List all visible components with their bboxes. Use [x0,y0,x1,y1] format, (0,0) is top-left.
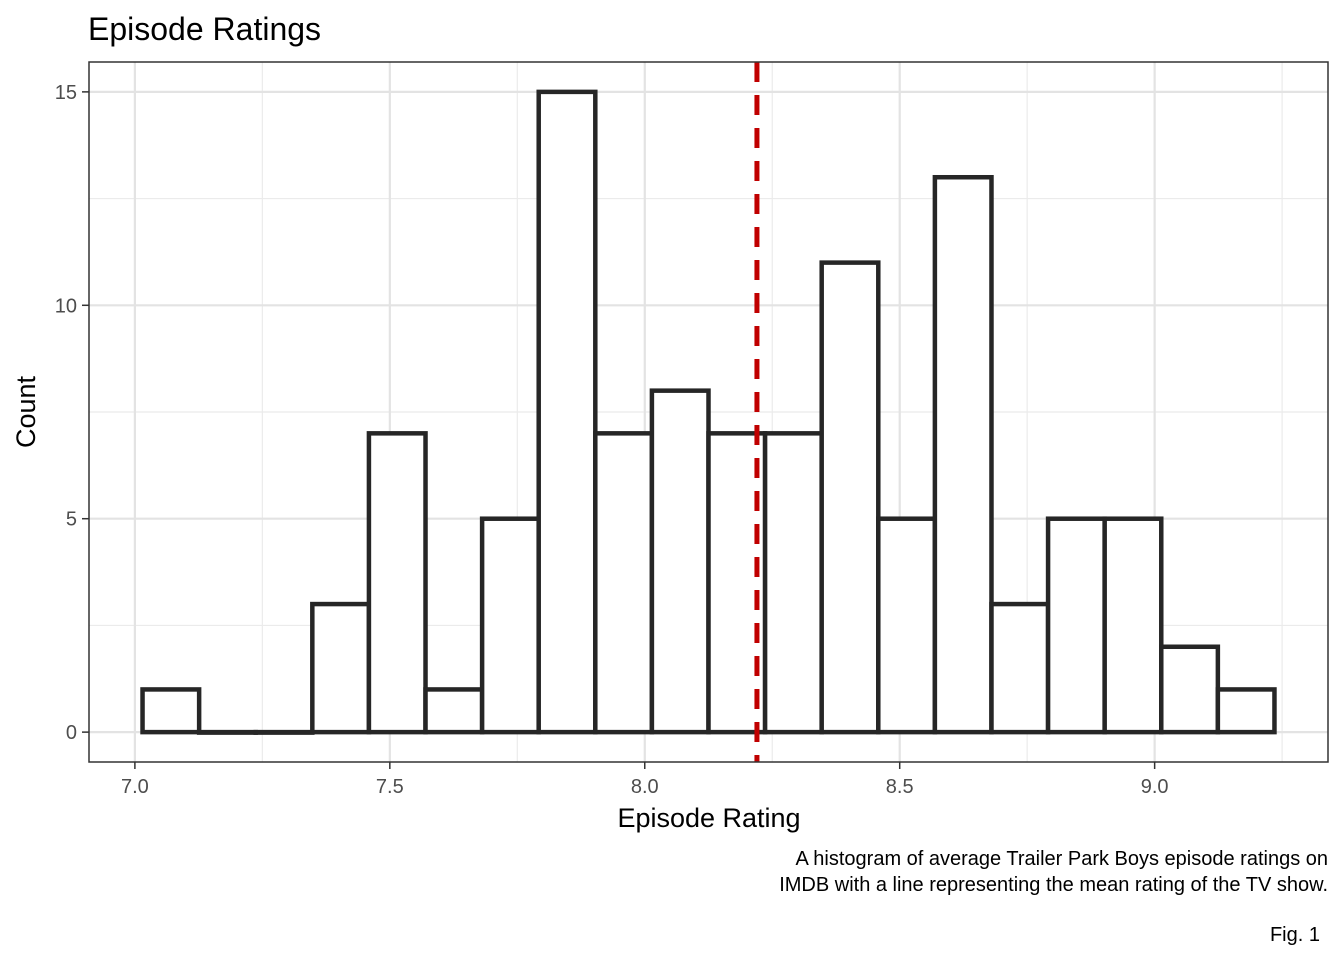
chart-title: Episode Ratings [88,11,321,47]
histogram-bar [1159,644,1221,735]
histogram-bar [989,601,1051,735]
figure-label: Fig. 1 [1270,924,1320,946]
histogram-bar [593,431,655,735]
histogram-bar [536,89,598,735]
histogram-bar [479,516,541,735]
histogram-bar [310,601,372,735]
histogram-bar [932,174,994,735]
histogram-bar [706,431,768,735]
caption-line-1: A histogram of average Trailer Park Boys… [796,848,1329,870]
histogram-bar [1102,516,1164,735]
panel-border [88,61,1329,763]
histogram-bar [762,431,824,735]
x-axis-title: Episode Rating [617,803,800,833]
histogram-bar [140,687,202,735]
histogram-bar [253,729,315,735]
x-tick-label: 9.0 [1141,776,1169,798]
histogram-bar [876,516,938,735]
y-tick-label: 0 [66,722,77,744]
histogram-bar [649,388,711,735]
x-tick-label: 8.5 [886,776,914,798]
histogram-bar [423,687,485,735]
plot-panel: 7.0 7.5 8.0 8.5 9.0 0 5 10 15 [55,61,1329,798]
y-axis-title: Count [11,375,41,448]
x-tick-label: 7.0 [121,776,149,798]
caption-line-2: IMDB with a line representing the mean r… [779,874,1328,896]
histogram-bar [366,431,428,735]
histogram-bar [1045,516,1107,735]
y-tick-label: 5 [66,509,77,531]
y-tick-label: 15 [55,82,77,104]
x-tick-label: 8.0 [631,776,659,798]
histogram-bar [196,729,258,735]
x-tick-label: 7.5 [376,776,404,798]
histogram-bar [819,260,881,735]
histogram-bar [1215,687,1277,735]
y-tick-label: 10 [55,295,77,317]
